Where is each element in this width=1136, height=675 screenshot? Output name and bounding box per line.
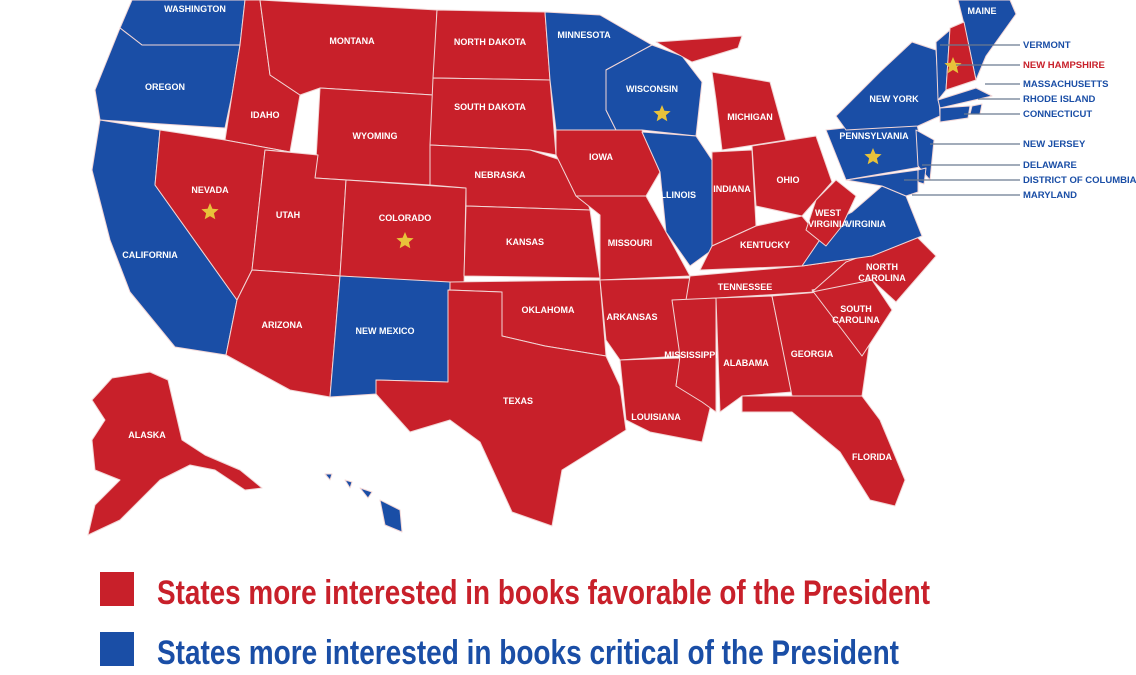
side-labels-layer: VERMONT NEW HAMPSHIRE MASSACHUSETTS RHODE I…	[904, 40, 1136, 201]
state-label-wisconsin: WISCONSIN	[626, 84, 678, 94]
state-colorado	[339, 179, 467, 286]
state-west-virginia	[805, 179, 857, 247]
state-label-new-york: NEW YORK	[869, 94, 919, 104]
state-label-new-jersey: NEW JERSEY	[1023, 139, 1086, 150]
state-label-north-carolina: NORTH CAROLINA	[858, 262, 906, 283]
state-label-california: CALIFORNIA	[122, 250, 178, 260]
state-label-rhode-island: RHODE ISLAND	[1023, 94, 1095, 105]
state-new-york	[835, 41, 941, 131]
state-label-kansas: KANSAS	[506, 237, 544, 247]
state-alaska	[87, 371, 263, 536]
state-arkansas	[599, 277, 691, 361]
state-rhode-island	[969, 103, 983, 115]
state-label-new-hampshire: NEW HAMPSHIRE	[1023, 60, 1105, 71]
state-delaware	[917, 167, 927, 185]
state-label-idaho: IDAHO	[251, 110, 280, 120]
state-label-arkansas: ARKANSAS	[606, 312, 657, 322]
state-connecticut	[939, 105, 971, 123]
state-arizona	[225, 269, 341, 398]
state-label-new-mexico: NEW MEXICO	[355, 326, 414, 336]
state-label-vermont: VERMONT	[1023, 40, 1071, 51]
state-hawaii	[359, 487, 373, 499]
state-label-north-dakota: NORTH DAKOTA	[454, 37, 527, 47]
state-label-tennessee: TENNESSEE	[718, 282, 773, 292]
state-michigan	[711, 71, 787, 151]
state-hawaii	[324, 473, 333, 481]
state-label-south-dakota: SOUTH DAKOTA	[454, 102, 526, 112]
state-label-hawaii: HAWAII	[327, 502, 359, 512]
state-alabama	[715, 295, 793, 413]
star-icon	[396, 232, 414, 249]
state-label-pennsylvania: PENNSYLVANIA	[839, 131, 909, 141]
state-label-south-carolina: SOUTH CAROLINA	[832, 304, 880, 325]
state-label-indiana: INDIANA	[713, 184, 751, 194]
state-florida	[741, 395, 906, 507]
state-new-mexico	[329, 275, 451, 398]
state-label-west-virginia: WEST VIRGINIA	[808, 208, 849, 229]
state-label-massachusetts: MASSACHUSETTS	[1023, 79, 1109, 90]
state-hawaii	[379, 499, 403, 533]
state-maryland	[845, 169, 919, 197]
state-label-alabama: ALABAMA	[723, 358, 769, 368]
state-label-minnesota: MINNESOTA	[557, 30, 611, 40]
star-icon	[653, 105, 671, 122]
state-label-louisiana: LOUISIANA	[631, 412, 681, 422]
state-label-iowa: IOWA	[589, 152, 613, 162]
state-iowa	[555, 129, 661, 197]
state-label-arizona: ARIZONA	[262, 320, 303, 330]
state-label-washington: WASHINGTON	[164, 4, 226, 14]
state-label-district-of-columbia: DISTRICT OF COLUMBIA	[1023, 175, 1136, 186]
state-label-maine: MAINE	[968, 6, 997, 16]
legend-label-favorable: States more interested in books favorabl…	[157, 574, 930, 612]
state-label-nebraska: NEBRASKA	[474, 170, 526, 180]
state-south-dakota	[429, 77, 557, 156]
state-texas	[375, 289, 627, 527]
state-massachusetts	[937, 87, 993, 109]
state-label-michigan: MICHIGAN	[727, 112, 773, 122]
state-illinois	[641, 131, 713, 267]
state-label-kentucky: KENTUCKY	[740, 240, 790, 250]
state-label-georgia: GEORGIA	[791, 349, 834, 359]
star-icon	[864, 148, 882, 165]
state-label-florida: FLORIDA	[852, 452, 892, 462]
legend-label-critical: States more interested in books critical…	[157, 634, 899, 672]
state-label-colorado: COLORADO	[379, 213, 432, 223]
state-label-illinois: ILLINOIS	[658, 190, 696, 200]
state-oregon	[94, 27, 241, 129]
states-layer	[87, 0, 1017, 536]
state-label-alaska: ALASKA	[128, 430, 166, 440]
legend: States more interested in books favorabl…	[100, 572, 930, 672]
state-label-oregon: OREGON	[145, 82, 185, 92]
state-label-maryland: MARYLAND	[1023, 190, 1077, 201]
stars-layer	[201, 57, 962, 249]
labels-layer: WASHINGTON OREGON CALIFORNIA IDAHO NEVADA MON…	[122, 4, 996, 512]
state-label-ohio: OHIO	[776, 175, 799, 185]
state-new-hampshire	[945, 21, 977, 91]
state-hawaii	[344, 479, 353, 489]
state-label-virginia: VIRGINIA	[846, 219, 887, 229]
state-label-oklahoma: OKLAHOMA	[522, 305, 575, 315]
star-icon	[201, 203, 219, 220]
state-label-wyoming: WYOMING	[353, 131, 398, 141]
state-label-nevada: NEVADA	[191, 185, 229, 195]
state-label-missouri: MISSOURI	[608, 238, 653, 248]
legend-swatch-favorable	[100, 572, 134, 606]
state-label-utah: UTAH	[276, 210, 300, 220]
state-label-texas: TEXAS	[503, 396, 533, 406]
state-label-connecticut: CONNECTICUT	[1023, 109, 1092, 120]
legend-swatch-critical	[100, 632, 134, 666]
state-label-delaware: DELAWARE	[1023, 160, 1077, 171]
state-montana	[259, 0, 438, 96]
star-icon	[944, 57, 962, 74]
state-label-montana: MONTANA	[329, 36, 375, 46]
state-label-mississippi: MISSISSIPPI	[664, 350, 718, 360]
state-michigan	[655, 35, 743, 63]
